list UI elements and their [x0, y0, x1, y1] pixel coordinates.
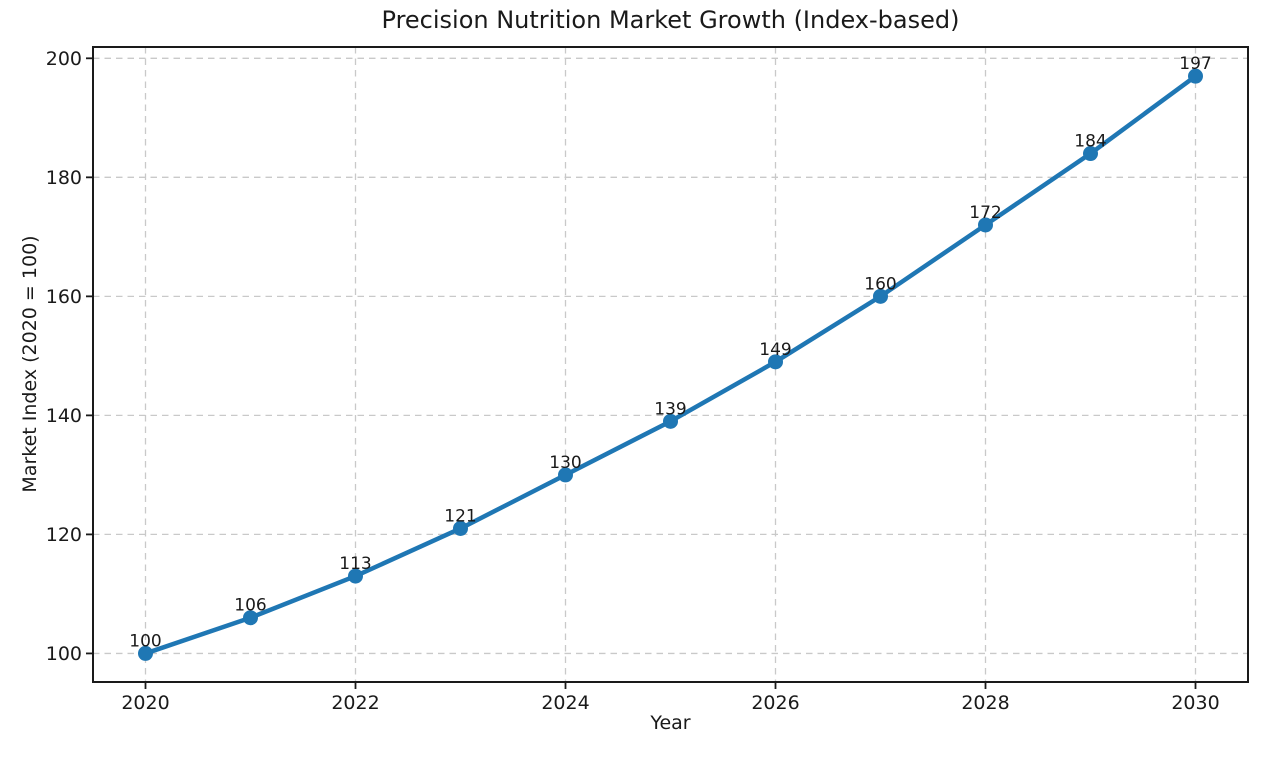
- data-point: [558, 467, 573, 483]
- x-tick-label: 2022: [331, 692, 379, 714]
- y-tick-label: 100: [46, 643, 82, 665]
- chart-title: Precision Nutrition Market Growth (Index…: [381, 6, 960, 34]
- data-point-label: 113: [339, 554, 371, 574]
- y-tick-label: 140: [46, 405, 82, 427]
- y-axis-label: Market Index (2020 = 100): [19, 235, 41, 493]
- x-axis-label: Year: [650, 712, 691, 734]
- data-point: [768, 354, 783, 370]
- x-tick-label: 2020: [121, 692, 169, 714]
- data-point: [663, 413, 678, 429]
- x-tick-label: 2026: [751, 692, 799, 714]
- data-point-label: 160: [864, 274, 896, 294]
- data-point-label: 100: [129, 631, 161, 651]
- data-point: [1083, 146, 1098, 162]
- data-point: [1188, 68, 1203, 84]
- axes-spines: [92, 46, 1249, 683]
- y-tick-label: 180: [46, 167, 82, 189]
- data-point-label: 197: [1179, 54, 1211, 74]
- data-point-label: 139: [654, 399, 686, 419]
- data-point-label: 130: [549, 453, 581, 473]
- data-point-label: 121: [444, 506, 476, 526]
- x-tick-label: 2028: [961, 692, 1009, 714]
- data-point-label: 149: [759, 340, 791, 360]
- data-point: [138, 645, 153, 661]
- x-tick-label: 2024: [541, 692, 589, 714]
- data-point: [453, 520, 468, 536]
- series-line: [143, 73, 1198, 656]
- y-tick-label: 200: [46, 48, 82, 70]
- data-point-label: 184: [1074, 132, 1106, 152]
- y-tick-label: 120: [46, 524, 82, 546]
- data-point: [873, 288, 888, 304]
- data-point: [243, 610, 258, 626]
- x-tick-label: 2030: [1171, 692, 1219, 714]
- data-point-label: 106: [234, 596, 266, 616]
- y-tick-label: 160: [46, 286, 82, 308]
- data-point: [978, 217, 993, 233]
- data-point: [348, 568, 363, 584]
- data-point-label: 172: [969, 203, 1001, 223]
